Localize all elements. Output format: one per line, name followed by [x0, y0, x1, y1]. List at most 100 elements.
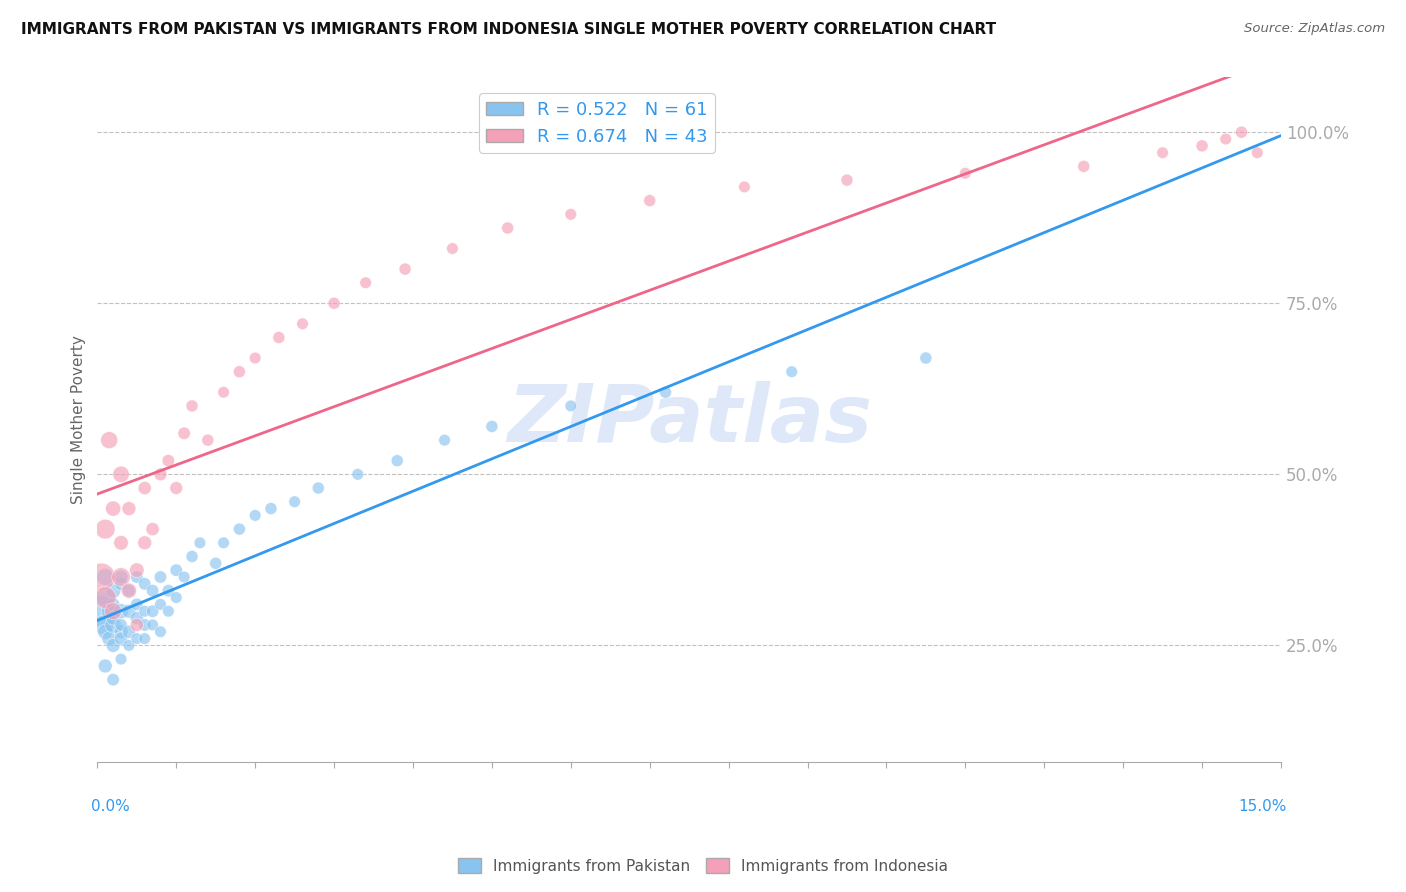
Point — [149, 598, 172, 612]
Point — [110, 632, 132, 646]
Point — [243, 351, 266, 365]
Point — [173, 426, 195, 441]
Point — [101, 611, 124, 625]
Point — [212, 536, 235, 550]
Text: Source: ZipAtlas.com: Source: ZipAtlas.com — [1244, 22, 1385, 36]
Text: 15.0%: 15.0% — [1239, 799, 1286, 814]
Point — [90, 570, 112, 584]
Point — [1246, 145, 1268, 160]
Point — [157, 583, 180, 598]
Point — [125, 563, 148, 577]
Point — [94, 570, 117, 584]
Point — [118, 624, 141, 639]
Text: 0.0%: 0.0% — [91, 799, 131, 814]
Point — [134, 618, 156, 632]
Point — [181, 549, 204, 564]
Point — [496, 221, 519, 235]
Point — [1230, 125, 1253, 139]
Point — [101, 604, 124, 618]
Point — [98, 632, 121, 646]
Point — [134, 632, 156, 646]
Point — [638, 194, 661, 208]
Point — [101, 639, 124, 653]
Point — [1152, 145, 1174, 160]
Point — [110, 577, 132, 591]
Point — [560, 399, 582, 413]
Point — [110, 570, 132, 584]
Point — [181, 399, 204, 413]
Point — [118, 604, 141, 618]
Point — [118, 639, 141, 653]
Point — [110, 618, 132, 632]
Point — [165, 591, 187, 605]
Point — [188, 536, 211, 550]
Point — [346, 467, 368, 482]
Point — [323, 296, 346, 310]
Point — [835, 173, 858, 187]
Point — [101, 583, 124, 598]
Point — [110, 604, 132, 618]
Point — [101, 618, 124, 632]
Point — [94, 591, 117, 605]
Point — [481, 419, 503, 434]
Point — [110, 570, 132, 584]
Text: ZIPatlas: ZIPatlas — [506, 381, 872, 458]
Point — [125, 618, 148, 632]
Point — [243, 508, 266, 523]
Point — [394, 262, 416, 277]
Point — [101, 501, 124, 516]
Point — [118, 583, 141, 598]
Point — [134, 481, 156, 495]
Point — [165, 563, 187, 577]
Point — [110, 652, 132, 666]
Point — [94, 659, 117, 673]
Point — [101, 673, 124, 687]
Point — [125, 570, 148, 584]
Point — [90, 604, 112, 618]
Point — [228, 522, 250, 536]
Point — [142, 522, 165, 536]
Point — [228, 365, 250, 379]
Point — [110, 624, 132, 639]
Point — [165, 481, 187, 495]
Point — [1191, 139, 1213, 153]
Point — [260, 501, 283, 516]
Point — [134, 536, 156, 550]
Point — [157, 453, 180, 467]
Point — [94, 591, 117, 605]
Point — [118, 501, 141, 516]
Point — [125, 598, 148, 612]
Point — [157, 604, 180, 618]
Point — [733, 180, 755, 194]
Y-axis label: Single Mother Poverty: Single Mother Poverty — [72, 335, 86, 504]
Point — [197, 433, 219, 447]
Point — [204, 557, 226, 571]
Point — [149, 624, 172, 639]
Point — [110, 467, 132, 482]
Point — [354, 276, 377, 290]
Point — [94, 522, 117, 536]
Legend: R = 0.522   N = 61, R = 0.674   N = 43: R = 0.522 N = 61, R = 0.674 N = 43 — [479, 94, 714, 153]
Point — [915, 351, 938, 365]
Point — [1073, 160, 1095, 174]
Point — [94, 624, 117, 639]
Point — [441, 242, 464, 256]
Point — [291, 317, 314, 331]
Point — [387, 453, 409, 467]
Point — [93, 618, 115, 632]
Point — [142, 583, 165, 598]
Point — [134, 577, 156, 591]
Point — [284, 494, 307, 508]
Point — [149, 467, 172, 482]
Point — [98, 433, 121, 447]
Point — [110, 536, 132, 550]
Point — [780, 365, 803, 379]
Point — [560, 207, 582, 221]
Point — [142, 618, 165, 632]
Point — [125, 611, 148, 625]
Point — [134, 604, 156, 618]
Point — [1215, 132, 1237, 146]
Point — [149, 570, 172, 584]
Point — [212, 385, 235, 400]
Point — [118, 583, 141, 598]
